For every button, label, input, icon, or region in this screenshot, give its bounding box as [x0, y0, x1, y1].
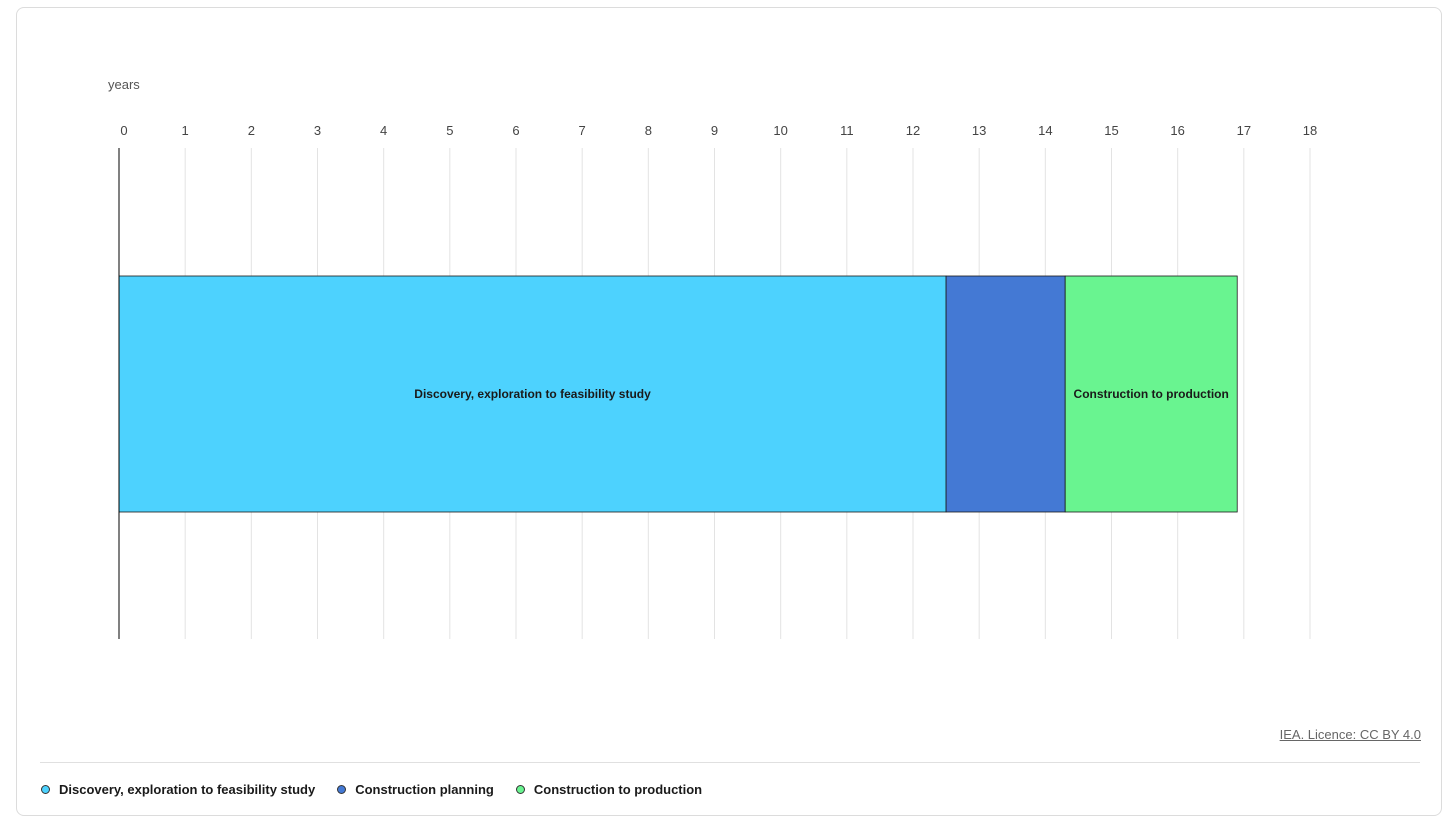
x-tick-label: 2 [248, 123, 255, 138]
bar-label-discovery: Discovery, exploration to feasibility st… [414, 387, 651, 401]
x-tick-label: 0 [120, 123, 127, 138]
legend: Discovery, exploration to feasibility st… [41, 782, 724, 797]
bar-segment-discovery[interactable] [118, 275, 947, 513]
legend-dot-planning [337, 785, 347, 794]
bar-segment-planning[interactable] [945, 275, 1066, 513]
x-tick-label: 4 [380, 123, 387, 138]
x-tick-label: 18 [1303, 123, 1317, 138]
legend-label-planning: Construction planning [355, 782, 494, 797]
x-tick-label: 10 [773, 123, 787, 138]
stacked-bar-chart: years 0 1 2 3 4 5 6 7 8 9 10 11 12 13 14 15 16 17 18 Disco… [108, 77, 1317, 639]
bar-label-production: Construction to production [1074, 387, 1229, 401]
x-tick-label: 6 [512, 123, 519, 138]
chart-card: years 0 1 2 3 4 5 6 7 8 9 10 11 12 13 14 15 16 17 18 Disco… [16, 7, 1442, 816]
x-tick-label: 12 [906, 123, 920, 138]
x-tick-label: 7 [579, 123, 586, 138]
unit-label: years [108, 77, 140, 92]
legend-label-production: Construction to production [533, 782, 703, 797]
bar-segments [118, 275, 1238, 513]
x-tick-label: 5 [446, 123, 453, 138]
x-tick-label: 17 [1237, 123, 1251, 138]
legend-item-discovery[interactable]: Discovery, exploration to feasibility st… [41, 782, 315, 797]
x-tick-label: 3 [314, 123, 321, 138]
source-link[interactable]: IEA. Licence: CC BY 4.0 [1279, 727, 1421, 742]
legend-item-production[interactable]: Construction to production [515, 782, 703, 797]
legend-item-planning[interactable]: Construction planning [337, 782, 494, 797]
legend-divider [40, 762, 1420, 763]
bar-segment-production[interactable] [1064, 275, 1238, 513]
legend-dot-production [515, 785, 525, 794]
x-tick-label: 1 [182, 123, 189, 138]
bar-labels: Discovery, exploration to feasibility st… [414, 387, 1229, 401]
x-tick-label: 9 [711, 123, 718, 138]
x-tick-labels: 0 1 2 3 4 5 6 7 8 9 10 11 12 13 14 15 16 17 18 [120, 123, 1317, 138]
x-tick-label: 11 [840, 123, 854, 138]
x-tick-label: 16 [1170, 123, 1184, 138]
legend-dot-discovery [41, 785, 50, 794]
x-tick-label: 8 [645, 123, 652, 138]
x-tick-label: 14 [1038, 123, 1052, 138]
x-tick-label: 13 [972, 123, 986, 138]
legend-label-discovery: Discovery, exploration to feasibility st… [59, 782, 316, 797]
x-tick-label: 15 [1104, 123, 1118, 138]
